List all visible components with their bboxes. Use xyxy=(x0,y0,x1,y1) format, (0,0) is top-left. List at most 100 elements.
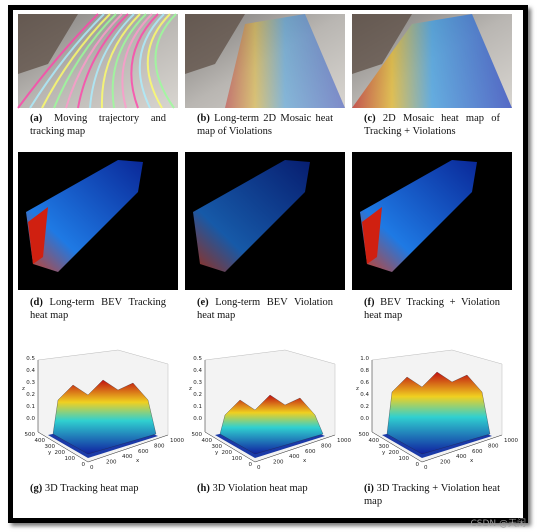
caption: (i) 3D Tracking + Violation heat map xyxy=(364,482,500,508)
z-tick-label: 1.0 xyxy=(360,356,369,362)
trajectory xyxy=(121,13,153,109)
x-axis xyxy=(87,434,169,463)
caption: (e) Long-term BEV Violation heat map xyxy=(197,296,333,322)
caption-text: Long-term 2D Mosaic heat map of Violatio… xyxy=(197,113,334,137)
y-axis-label: y xyxy=(215,450,219,456)
z-axis-label: z xyxy=(22,386,25,392)
caption-label: (b) xyxy=(197,113,210,124)
trajectory xyxy=(154,13,177,109)
caption-label: (a) xyxy=(30,113,43,124)
caption-label: (h) xyxy=(197,483,210,494)
x-tick-label: 800 xyxy=(154,443,165,449)
z-tick-label: 0.4 xyxy=(193,368,202,374)
y-tick-label: 200 xyxy=(389,450,400,456)
mosaic-heat xyxy=(225,14,345,108)
caption-label: (d) xyxy=(30,297,43,308)
trajectory xyxy=(41,13,111,109)
caption-text: BEV Tracking + Violation heat map xyxy=(364,297,501,321)
x-tick-label: 1000 xyxy=(504,438,518,444)
panel-image xyxy=(18,152,178,290)
surface xyxy=(219,394,324,455)
y-tick-label: 400 xyxy=(369,438,380,444)
x-tick-label: 1000 xyxy=(170,438,184,444)
panel-image: 0.00.20.40.60.81.0z0100200300400500y0200… xyxy=(356,349,518,471)
z-tick-label: 0.8 xyxy=(360,368,369,374)
caption-label: (f) xyxy=(364,297,375,308)
x-tick-label: 800 xyxy=(488,443,499,449)
surface xyxy=(386,371,491,455)
trajectory xyxy=(89,13,135,109)
y-tick-label: 400 xyxy=(202,438,213,444)
building xyxy=(185,14,245,74)
y-tick-label: 200 xyxy=(222,450,233,456)
y-tick-label: 0 xyxy=(82,462,86,468)
x-tick-label: 600 xyxy=(305,449,316,455)
caption-text: Long-term BEV Tracking heat map xyxy=(30,297,166,321)
x-tick-label: 200 xyxy=(440,460,451,466)
y-tick-label: 100 xyxy=(65,456,76,462)
x-tick-label: 600 xyxy=(138,449,149,455)
surface xyxy=(52,379,157,455)
y-tick-label: 200 xyxy=(55,450,66,456)
panel-image xyxy=(185,14,345,108)
caption: (h) 3D Violation heat map xyxy=(197,482,333,495)
z-tick-label: 0.1 xyxy=(26,404,35,410)
y-tick-label: 500 xyxy=(192,432,203,438)
bev-heat xyxy=(360,160,477,272)
trajectory xyxy=(100,13,141,109)
z-tick-label: 0.0 xyxy=(26,416,35,422)
y-axis xyxy=(204,431,256,463)
z-tick-label: 0.5 xyxy=(26,356,35,362)
z-tick-label: 0.0 xyxy=(193,416,202,422)
trajectory xyxy=(146,13,171,109)
y-axis-label: y xyxy=(382,450,386,456)
bev-heat xyxy=(193,160,310,272)
trajectory xyxy=(65,13,123,109)
caption-text: Moving trajectory and tracking map xyxy=(30,113,166,137)
x-tick-label: 200 xyxy=(106,460,117,466)
z-tick-label: 0.4 xyxy=(360,392,369,398)
z-tick-label: 0.3 xyxy=(26,380,35,386)
trajectory xyxy=(17,13,99,109)
y-axis-label: y xyxy=(48,450,52,456)
caption: (c) 2D Mosaic heat map of Tracking + Vio… xyxy=(364,112,500,138)
trajectory xyxy=(77,13,129,109)
panel-image: 0.00.10.20.30.40.5z0100200300400500y0200… xyxy=(189,349,351,471)
z-tick-label: 0.2 xyxy=(26,392,35,398)
building xyxy=(352,14,412,74)
z-tick-label: 0.3 xyxy=(193,380,202,386)
x-tick-label: 400 xyxy=(122,454,133,460)
x-tick-label: 200 xyxy=(273,460,284,466)
x-tick-label: 600 xyxy=(472,449,483,455)
y-tick-label: 100 xyxy=(399,456,410,462)
y-tick-label: 300 xyxy=(45,444,56,450)
caption: (f) BEV Tracking + Violation heat map xyxy=(364,296,500,322)
y-axis xyxy=(37,431,89,463)
watermark: CSDN @天闲 xyxy=(470,519,526,529)
caption-label: (g) xyxy=(30,483,43,494)
caption: (d) Long-term BEV Tracking heat map xyxy=(30,296,166,322)
caption-text: 3D Tracking + Violation heat map xyxy=(364,483,500,507)
z-tick-label: 0.2 xyxy=(360,404,369,410)
x-tick-label: 800 xyxy=(321,443,332,449)
y-tick-label: 500 xyxy=(359,432,370,438)
z-tick-label: 0.4 xyxy=(26,368,35,374)
y-tick-label: 400 xyxy=(35,438,46,444)
trajectory xyxy=(111,13,147,109)
trajectory xyxy=(29,13,105,109)
y-axis xyxy=(371,431,423,463)
trajectory xyxy=(53,13,117,109)
x-axis-label: x xyxy=(470,458,474,464)
mosaic-heat xyxy=(352,14,512,108)
y-tick-label: 100 xyxy=(232,456,243,462)
trajectory xyxy=(130,13,159,109)
caption-text: Long-term BEV Violation heat map xyxy=(197,297,333,321)
caption: (b) Long-term 2D Mosaic heat map of Viol… xyxy=(197,112,333,138)
bev-heat xyxy=(26,160,143,272)
trajectory xyxy=(138,13,165,109)
x-tick-label: 400 xyxy=(456,454,467,460)
x-axis xyxy=(421,434,503,463)
x-tick-label: 400 xyxy=(289,454,300,460)
